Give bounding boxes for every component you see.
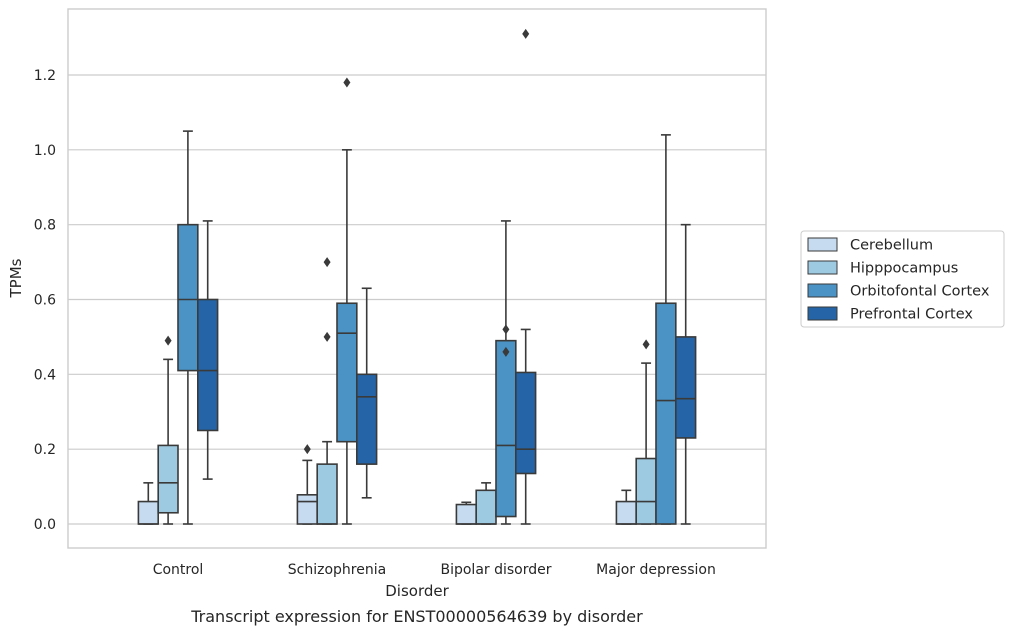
y-tick-label: 0.4 [34,367,56,383]
x-tick-label: Major depression [596,562,716,578]
box-0-2 [177,130,199,525]
outlier-point [323,257,331,268]
plot-frame [67,8,767,549]
iqr-box [197,298,219,432]
y-tick-label: 1.2 [34,68,56,84]
outlier-point [642,339,650,350]
iqr-box [336,302,358,443]
iqr-box [177,223,199,372]
y-tick-label: 0.8 [34,218,56,234]
legend-swatch [807,260,838,275]
iqr-box [514,371,537,475]
box-0-1 [157,335,179,525]
legend-swatch [807,283,838,298]
x-tick-label: Bipolar disorder [440,562,551,578]
y-tick-label: 1.0 [34,143,56,159]
outlier-point [164,335,172,346]
box-1-1 [316,257,338,525]
iqr-box [355,373,378,465]
x-tick-label: Schizophrenia [288,562,386,578]
y-tick-label: 0.0 [34,517,56,533]
legend-swatch [807,237,838,252]
box-2-2 [495,220,517,525]
y-tick-label: 0.6 [34,293,56,309]
iqr-box [615,500,638,525]
legend-label: Orbitofontal Cortex [850,284,990,300]
legend-item-orbitofrontal-cortex: Orbitofontal Cortex [807,283,990,300]
outlier-point [502,324,510,335]
box-2-1 [475,482,497,525]
y-axis-label: TPMs [7,258,25,298]
box-1-3 [355,287,378,499]
x-axis-ticks: Control Schizophrenia Bipolar disorder Majo… [153,562,716,578]
box-3-2 [655,134,677,525]
box-0-0 [137,482,159,525]
iqr-box [475,489,497,525]
legend-item-hippocampus: Hipppocampus [807,260,958,277]
y-axis-ticks: 0.0 0.2 0.4 0.6 0.8 1.0 1.2 [34,68,56,533]
chart-caption: Transcript expression for ENST0000056463… [190,607,643,626]
outlier-point [323,331,331,342]
iqr-box [635,457,657,525]
legend-frame [800,230,1005,328]
legend-label: Cerebellum [850,238,933,254]
legend-item-prefrontal-cortex: Prefrontal Cortex [807,306,973,323]
box-1-2 [336,77,358,525]
iqr-box [296,494,318,525]
legend-item-cerebellum: Cerebellum [807,237,933,254]
box-0-3 [197,220,219,480]
y-tick-label: 0.2 [34,442,56,458]
box-1-0 [296,444,318,525]
outlier-point [343,77,351,88]
iqr-box [495,339,517,518]
x-axis-label: Disorder [385,582,449,600]
iqr-box [655,302,677,525]
box-3-1 [635,339,657,525]
box-3-3 [674,223,697,525]
box-marks [137,28,697,525]
outlier-point [522,28,530,39]
x-tick-label: Control [153,562,204,578]
box-3-0 [615,489,638,525]
legend-swatch [807,306,838,321]
box-2-3 [514,28,537,525]
iqr-box [157,444,179,514]
iqr-box [674,336,697,439]
legend-label: Hipppocampus [850,261,958,277]
outlier-point [303,444,311,455]
iqr-box [316,463,338,525]
legend-label: Prefrontal Cortex [850,307,973,323]
outlier-point [502,346,510,357]
legend: Cerebellum Hipppocampus Orbitofontal Cor… [800,230,1005,328]
iqr-box [137,500,159,525]
box-2-0 [455,501,477,525]
iqr-box [455,503,477,525]
